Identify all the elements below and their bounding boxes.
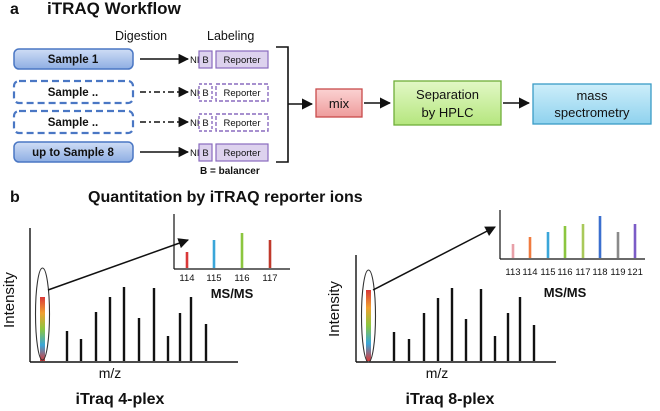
reporter-region-highlight-8plex	[360, 269, 377, 363]
ylabel-4plex: Intensity	[1, 272, 18, 328]
sample-label-1: Sample 1	[48, 54, 99, 66]
digestion-header: Digestion	[115, 29, 167, 43]
inset-tick-8plex: 116	[557, 267, 572, 278]
reporter-label-2: Reporter	[224, 88, 261, 99]
caption-4plex: iTraq 4-plex	[76, 391, 165, 408]
reporter-label-3: Reporter	[224, 118, 261, 129]
reporter-box-3	[215, 113, 269, 132]
inset-tick-8plex: 117	[575, 267, 590, 278]
panel-b-letter: b	[10, 189, 20, 206]
balancer-letter-4: B	[202, 148, 208, 159]
inset-tick-8plex: 113	[505, 267, 520, 278]
inset-tick-8plex: 114	[522, 267, 537, 278]
reporter-label-4: Reporter	[224, 148, 261, 159]
balancer-letter-3: B	[202, 118, 208, 129]
sample-label-4: up to Sample 8	[32, 147, 114, 159]
reporter-region-peak-8plex	[366, 290, 371, 361]
reporter-label-1: Reporter	[224, 55, 261, 66]
inset-bars-4plex	[185, 233, 272, 268]
sample-row-3: Sample .. NHS B Reporter	[12, 109, 269, 135]
sample-box-2	[12, 79, 135, 105]
ylabel-8plex: Intensity	[326, 281, 343, 337]
inset-tick-4plex: 114	[179, 273, 194, 284]
spectrum-4plex: Intensity m/z iTraq 4-plex 114 115 116 1…	[1, 214, 290, 408]
mix-box	[315, 88, 363, 118]
hplc-label-line2: by HPLC	[421, 105, 473, 120]
hplc-label-line1: Separation	[416, 87, 479, 102]
mix-label: mix	[329, 96, 350, 111]
sample-label-2: Sample ..	[48, 87, 99, 99]
panel-b-title: Quantitation by iTRAQ reporter ions	[88, 189, 363, 206]
xlabel-4plex: m/z	[99, 365, 122, 381]
hplc-box	[393, 80, 502, 126]
inset-bars-8plex	[511, 216, 637, 258]
mass-spec-box	[532, 83, 652, 125]
reporter-box-2	[215, 83, 269, 102]
sample-row-1: Sample 1 NHS B Reporter	[13, 48, 269, 70]
balancer-legend: B = balancer	[200, 166, 260, 177]
sample-label-3: Sample ..	[48, 117, 99, 129]
inset-title-4plex: MS/MS	[211, 286, 254, 301]
balancer-letter-2: B	[202, 88, 208, 99]
inset-tick-4plex: 115	[206, 273, 221, 284]
panel-a-letter: a	[10, 1, 19, 18]
reporter-box-4	[215, 143, 269, 162]
merge-bracket	[276, 46, 289, 163]
balancer-box-4	[198, 143, 213, 162]
sample-row-2: Sample .. NHS B Reporter	[12, 79, 269, 105]
balancer-box-1	[198, 50, 213, 69]
zoom-arrow-8plex	[372, 226, 496, 291]
mass-spec-label-line2: spectrometry	[554, 105, 630, 120]
inset-tick-8plex: 119	[610, 267, 625, 278]
xlabel-8plex: m/z	[426, 365, 449, 381]
zoom-arrow-4plex	[47, 238, 189, 291]
reporter-region-peak-4plex	[40, 297, 45, 361]
sample-box-4	[13, 141, 134, 163]
balancer-box-2	[198, 83, 213, 102]
labeling-header: Labeling	[207, 29, 254, 43]
inset-title-8plex: MS/MS	[544, 285, 587, 300]
inset-tick-8plex: 121	[627, 267, 643, 278]
reporter-box-1	[215, 50, 269, 69]
reporter-region-highlight-4plex	[34, 267, 51, 361]
inset-tick-8plex: 118	[592, 267, 607, 278]
mass-spec-label-line1: mass	[576, 88, 608, 103]
inset-tick-8plex: 115	[540, 267, 555, 278]
balancer-letter-1: B	[202, 55, 208, 66]
spectrum-8plex: Intensity m/z iTraq 8-plex 113 114 115 1…	[326, 210, 645, 408]
sample-box-3	[12, 109, 135, 135]
sample-box-1	[13, 48, 134, 70]
sample-row-4: up to Sample 8 NHS B Reporter	[13, 141, 269, 163]
balancer-box-3	[198, 113, 213, 132]
caption-8plex: iTraq 8-plex	[406, 391, 495, 408]
inset-tick-4plex: 117	[262, 273, 277, 284]
panel-a-title: iTRAQ Workflow	[47, 0, 182, 18]
inset-tick-4plex: 116	[234, 273, 249, 284]
